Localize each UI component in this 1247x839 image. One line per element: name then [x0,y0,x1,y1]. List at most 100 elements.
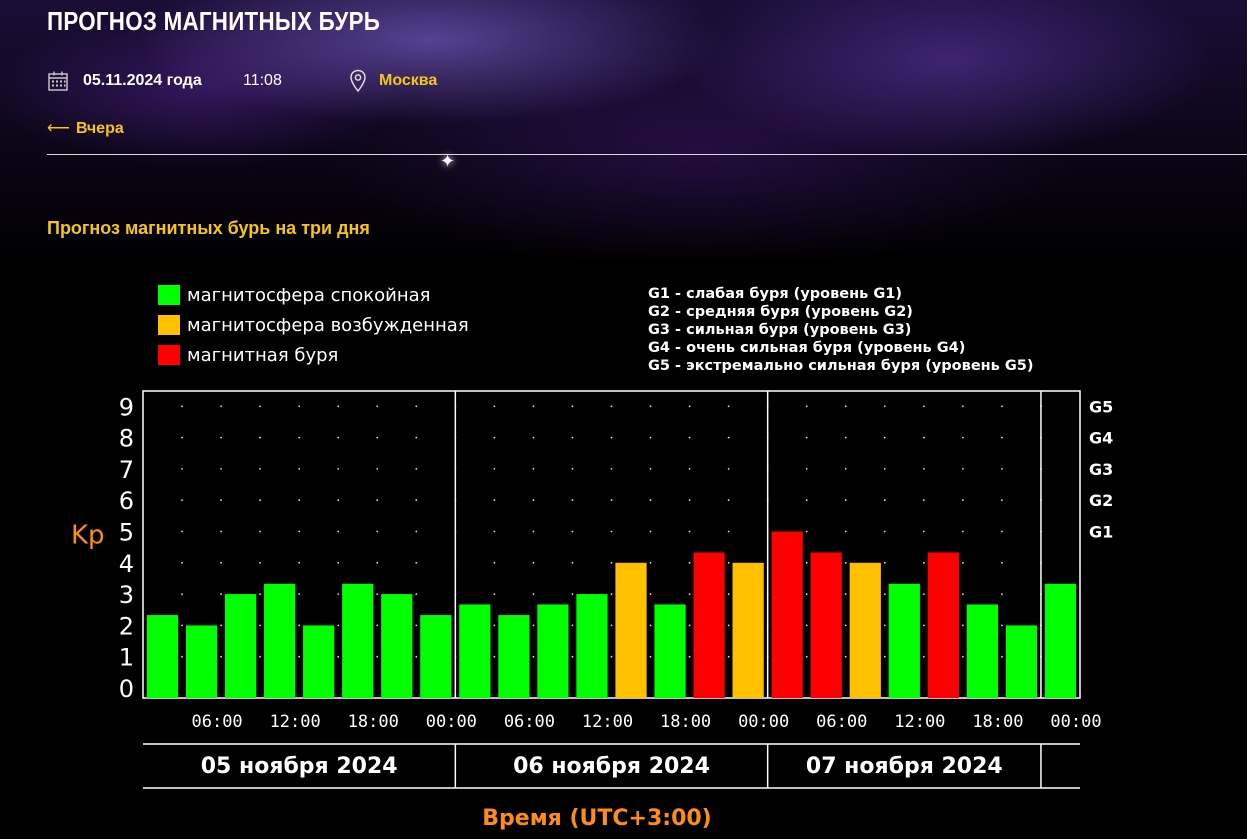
grid-dot [493,561,496,564]
grid-dot [337,405,340,408]
grid-dot [376,468,379,470]
bar [654,604,686,698]
grid-dot [571,655,574,658]
grid-dot [922,468,925,470]
bar [459,604,491,698]
grid-dot [493,624,496,627]
grid-dot [805,405,808,408]
grid-dot [883,530,886,533]
grid-dot [298,499,301,502]
grid-dot [571,405,574,408]
x-tick-label: 06:00 [191,712,242,732]
city-selector-link[interactable]: Москва [379,72,438,89]
grid-dot [688,499,691,502]
grid-dot [844,624,847,627]
grid-dot [727,561,730,564]
grid-dot [415,593,418,595]
grid-dot [376,593,379,595]
g-legend-item: G3 - сильная буря (уровень G3) [648,322,911,338]
grid-dot [805,530,808,533]
grid-dot [610,624,613,627]
grid-dot [259,593,262,595]
grid-dot [922,655,925,658]
grid-dot [961,530,964,533]
grid-dot [259,499,262,502]
grid-dot [376,530,379,533]
y-tick-label: 3 [119,581,134,609]
grid-dot [259,405,262,408]
grid-dot [844,561,847,564]
grid-dot [571,530,574,533]
grid-dot [805,436,808,439]
x-axis-title: Время (UTC+3:00) [482,806,712,831]
arrow-left-icon: ⟵ [47,120,70,137]
grid-dot [259,530,262,533]
grid-dot [649,436,652,439]
grid-dot [376,655,379,658]
bar [342,583,374,698]
grid-dot [844,593,847,595]
calendar-icon [48,71,68,91]
bar [185,625,218,698]
grid-dot [376,624,379,627]
x-tick-label: 18:00 [972,712,1023,732]
grid-dot [376,561,379,564]
grid-dot [1001,561,1003,564]
bar [146,615,179,698]
grid-dot [883,405,886,408]
grid-dot [337,499,340,502]
grid-dot [415,436,418,439]
grid-dot [532,468,535,470]
grid-dot [532,561,535,564]
legend-swatch-storm [158,345,180,365]
grid-dot [883,499,886,502]
bar [810,552,842,698]
right-axis-label: G4 [1089,429,1113,448]
grid-dot [181,561,183,564]
grid-dot [649,405,652,408]
legend-label-storm: магнитная буря [187,345,338,366]
grid-dot [649,624,652,627]
grid-dot [922,624,925,627]
grid-dot [415,405,418,408]
grid-dot [727,593,730,595]
y-tick-label: 1 [119,644,134,672]
grid-dot [259,624,262,627]
grid-dot [220,655,222,658]
grid-dot [1001,530,1003,533]
grid-dot [493,436,496,439]
grid-dot [1001,468,1003,470]
grid-dot [181,655,183,658]
grid-dot [298,624,301,627]
grid-dot [493,499,496,502]
date-location-bar: 05.11.2024 года 11:08 Москва [47,69,647,93]
y-axis-title: Kp [71,521,105,551]
grid-dot [415,530,418,533]
legend-label-active: магнитосфера возбужденная [187,315,469,336]
grid-dot [922,436,925,439]
grid-dot [376,436,379,439]
grid-dot [961,561,964,564]
previous-day-link[interactable]: ⟵ Вчера [47,118,124,138]
grid-dot [337,468,340,470]
grid-dot [532,624,535,627]
grid-dot [181,468,183,470]
bar [966,604,999,698]
grid-dot [610,593,613,595]
grid-dot [532,593,535,595]
grid-dot [883,593,886,595]
grid-dot [727,405,730,408]
grid-dot [1001,499,1003,502]
grid-dot [493,655,496,658]
grid-dot [844,436,847,439]
grid-dot [298,405,301,408]
grid-dot [493,468,496,470]
grid-dot [961,593,964,595]
bar [849,562,881,698]
grid-dot [649,561,652,564]
grid-dot [883,468,886,470]
grid-dot [259,436,262,439]
grid-dot [220,468,222,470]
grid-dot [337,624,340,627]
grid-dot [1001,436,1003,439]
